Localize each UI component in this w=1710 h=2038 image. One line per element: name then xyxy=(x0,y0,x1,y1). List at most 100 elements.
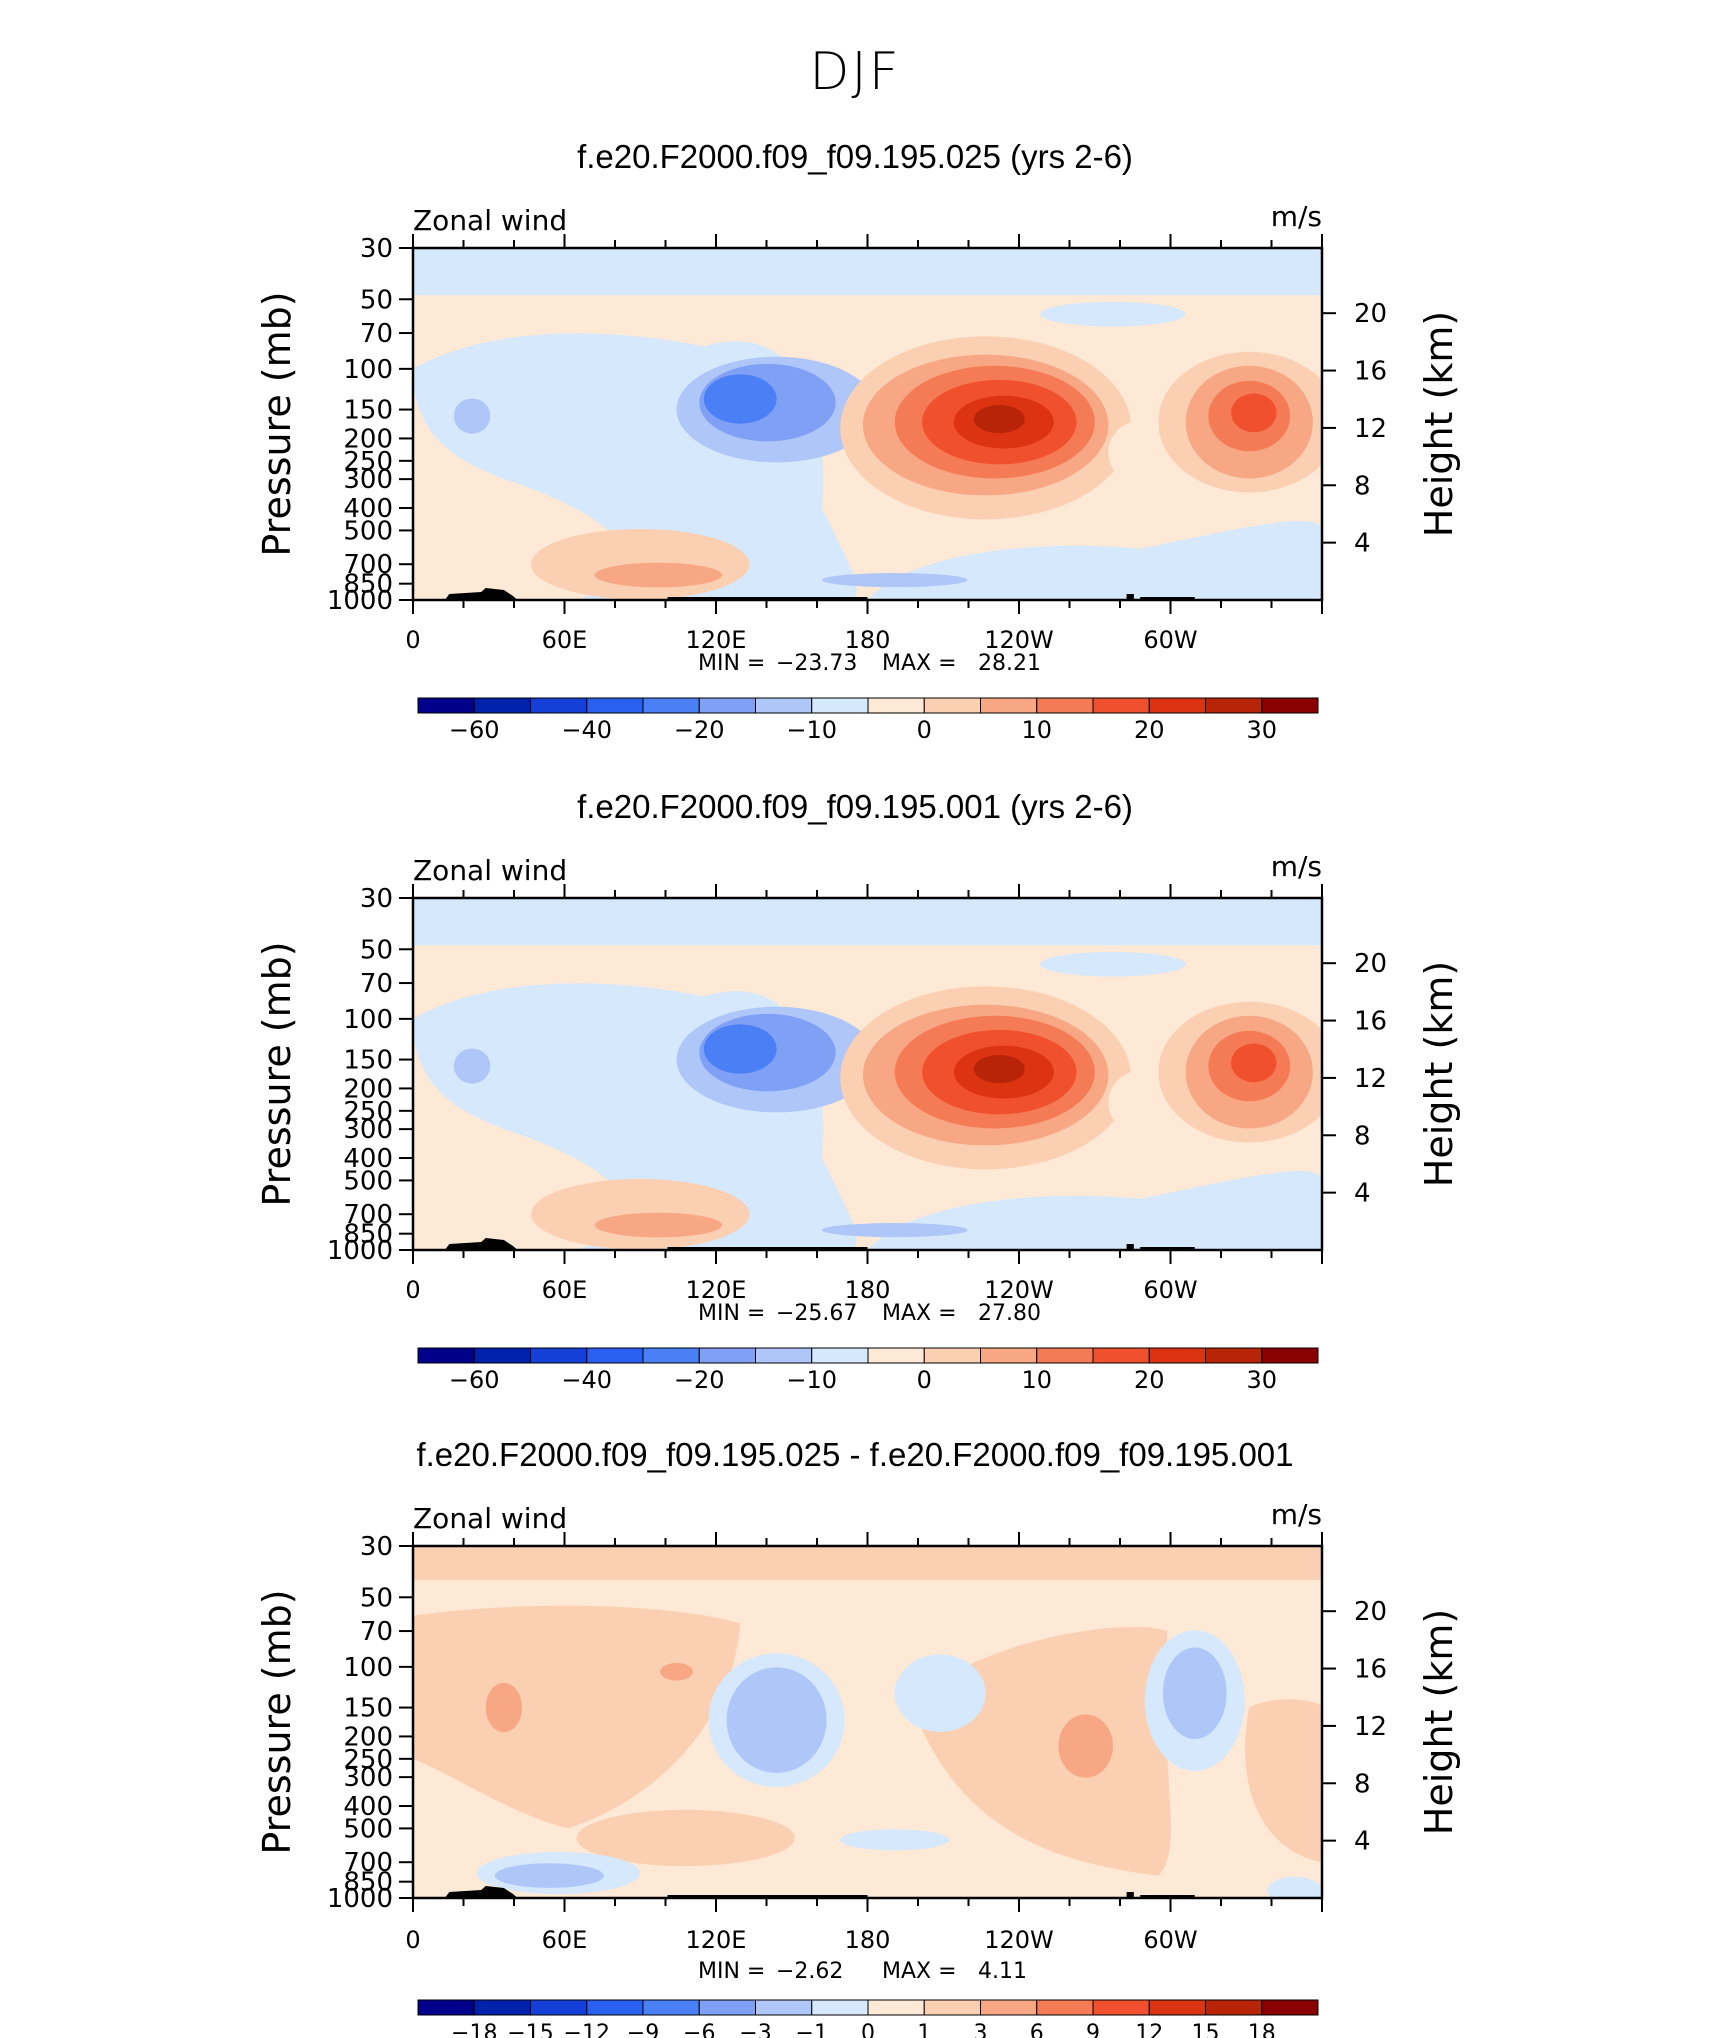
contour-region xyxy=(840,336,1132,520)
contour-region xyxy=(1208,1030,1291,1102)
contour-region xyxy=(1231,1043,1277,1083)
colorbar-label: 0 xyxy=(861,2021,875,2038)
y-axis-label: Pressure (mb) xyxy=(255,1589,299,1854)
y-tick-label-right: 20 xyxy=(1354,299,1387,329)
colorbar-label: −60 xyxy=(449,1366,500,1394)
contour-region xyxy=(867,1171,1322,1250)
min-value: −25.67 xyxy=(776,1301,857,1326)
colorbar: −60 −40 −20 −10 0 10 20 30 xyxy=(417,1347,1319,1394)
colorbar-box xyxy=(1261,697,1319,714)
colorbar-box xyxy=(980,1999,1038,2016)
y-tick-label: 100 xyxy=(343,355,393,385)
colorbar-box xyxy=(473,1999,531,2016)
contour-region xyxy=(476,1851,641,1895)
colorbar-box xyxy=(1036,1999,1094,2016)
y-tick-label: 200 xyxy=(343,424,393,454)
right-string: m/s xyxy=(1271,850,1322,883)
contour-region xyxy=(453,1048,491,1084)
y-tick-label: 400 xyxy=(343,1792,393,1822)
contour-region xyxy=(894,1654,986,1732)
y-tick-label-right: 12 xyxy=(1354,414,1387,444)
y-tick-label: 300 xyxy=(343,465,393,495)
x-tick-label: 0 xyxy=(405,1276,420,1304)
contour-region xyxy=(485,1682,523,1733)
contour-region xyxy=(894,1015,1095,1129)
colorbar-label: −20 xyxy=(674,1366,725,1394)
x-tick-label: 120W xyxy=(984,1276,1054,1304)
min-value: −2.62 xyxy=(776,1959,843,1984)
colorbar-label: 10 xyxy=(1021,716,1052,744)
y-tick-label: 300 xyxy=(343,1763,393,1793)
contour-region xyxy=(576,1809,795,1867)
colorbar-label: −40 xyxy=(561,1366,612,1394)
topography xyxy=(1140,1895,1195,1898)
contour-region xyxy=(494,1863,604,1888)
max-value: 28.21 xyxy=(978,651,1041,676)
colorbar-box xyxy=(1205,1999,1263,2016)
y-tick-label: 850 xyxy=(343,570,393,600)
contour-region xyxy=(822,1223,968,1238)
chart-panel-1: Zonal wind m/s0 60E 120E 180 120W 60W305070100… xyxy=(255,200,1461,744)
x-tick-label: 60W xyxy=(1143,1926,1197,1954)
topography xyxy=(1126,594,1134,600)
colorbar-label: 12 xyxy=(1135,2021,1163,2038)
contour-region xyxy=(531,528,750,600)
contour-region xyxy=(1058,1714,1113,1778)
contour-region xyxy=(1162,1647,1227,1739)
colorbar-box xyxy=(698,1347,756,1364)
x-tick-label: 60W xyxy=(1143,626,1197,654)
y-axis-label: Pressure (mb) xyxy=(255,291,299,556)
contour-region xyxy=(973,1055,1025,1084)
contour-region xyxy=(676,1006,877,1113)
colorbar-label: −15 xyxy=(507,2021,553,2038)
colorbar-label: −12 xyxy=(564,2021,610,2038)
colorbar-label: 30 xyxy=(1246,716,1277,744)
contour-region xyxy=(594,1212,723,1238)
colorbar-label: 20 xyxy=(1134,1366,1165,1394)
colorbar-label: 20 xyxy=(1134,716,1165,744)
colorbar-label: 30 xyxy=(1246,1366,1277,1394)
y-tick-label: 50 xyxy=(360,285,393,315)
contour-region xyxy=(953,395,1054,449)
y-tick-label: 70 xyxy=(360,969,393,999)
y-tick-label: 300 xyxy=(343,1115,393,1145)
contour-region xyxy=(413,333,857,600)
y-axis-label-right: Height (km) xyxy=(1417,961,1461,1187)
x-tick-label: 0 xyxy=(405,1926,420,1954)
y-tick-label: 50 xyxy=(360,935,393,965)
contour-region xyxy=(413,248,1322,296)
contour-region xyxy=(1208,380,1291,452)
contour-region xyxy=(413,898,1322,946)
colorbar-box xyxy=(923,1999,981,2016)
colorbar-box xyxy=(1205,1347,1263,1364)
y-tick-label: 1000 xyxy=(327,586,393,616)
contour-region xyxy=(840,986,1132,1170)
colorbar-label: 0 xyxy=(917,1366,932,1394)
plot-frame xyxy=(411,896,1324,1252)
colorbar-label: −1 xyxy=(796,2021,828,2038)
min-max-label: MIN = −25.67 MAX = 27.80 xyxy=(698,1301,1041,1326)
x-tick-label: 60W xyxy=(1143,1276,1197,1304)
colorbar-box xyxy=(1092,1347,1150,1364)
y-tick-label: 500 xyxy=(343,1814,393,1844)
left-string: Zonal wind xyxy=(413,854,567,887)
contour-region xyxy=(453,398,491,434)
contour-region xyxy=(594,562,723,588)
y-tick-label-right: 16 xyxy=(1354,357,1387,387)
colorbar-box xyxy=(980,1347,1038,1364)
colorbar-box xyxy=(417,1347,475,1364)
contour-region xyxy=(1040,301,1186,327)
y-tick-label-right: 12 xyxy=(1354,1712,1387,1742)
colorbar-box xyxy=(867,1999,925,2016)
y-tick-label: 850 xyxy=(343,1868,393,1898)
y-tick-label: 70 xyxy=(360,1617,393,1647)
contour-region xyxy=(413,898,1322,1250)
y-tick-label: 30 xyxy=(360,234,393,264)
colorbar-box xyxy=(1148,1347,1206,1364)
colorbar-box xyxy=(1261,1999,1319,2016)
colorbar-box xyxy=(530,1347,588,1364)
y-tick-label-right: 20 xyxy=(1354,949,1387,979)
contour-region xyxy=(1185,1015,1313,1129)
contour-region xyxy=(953,1045,1054,1099)
x-tick-label: 120E xyxy=(686,1926,747,1954)
